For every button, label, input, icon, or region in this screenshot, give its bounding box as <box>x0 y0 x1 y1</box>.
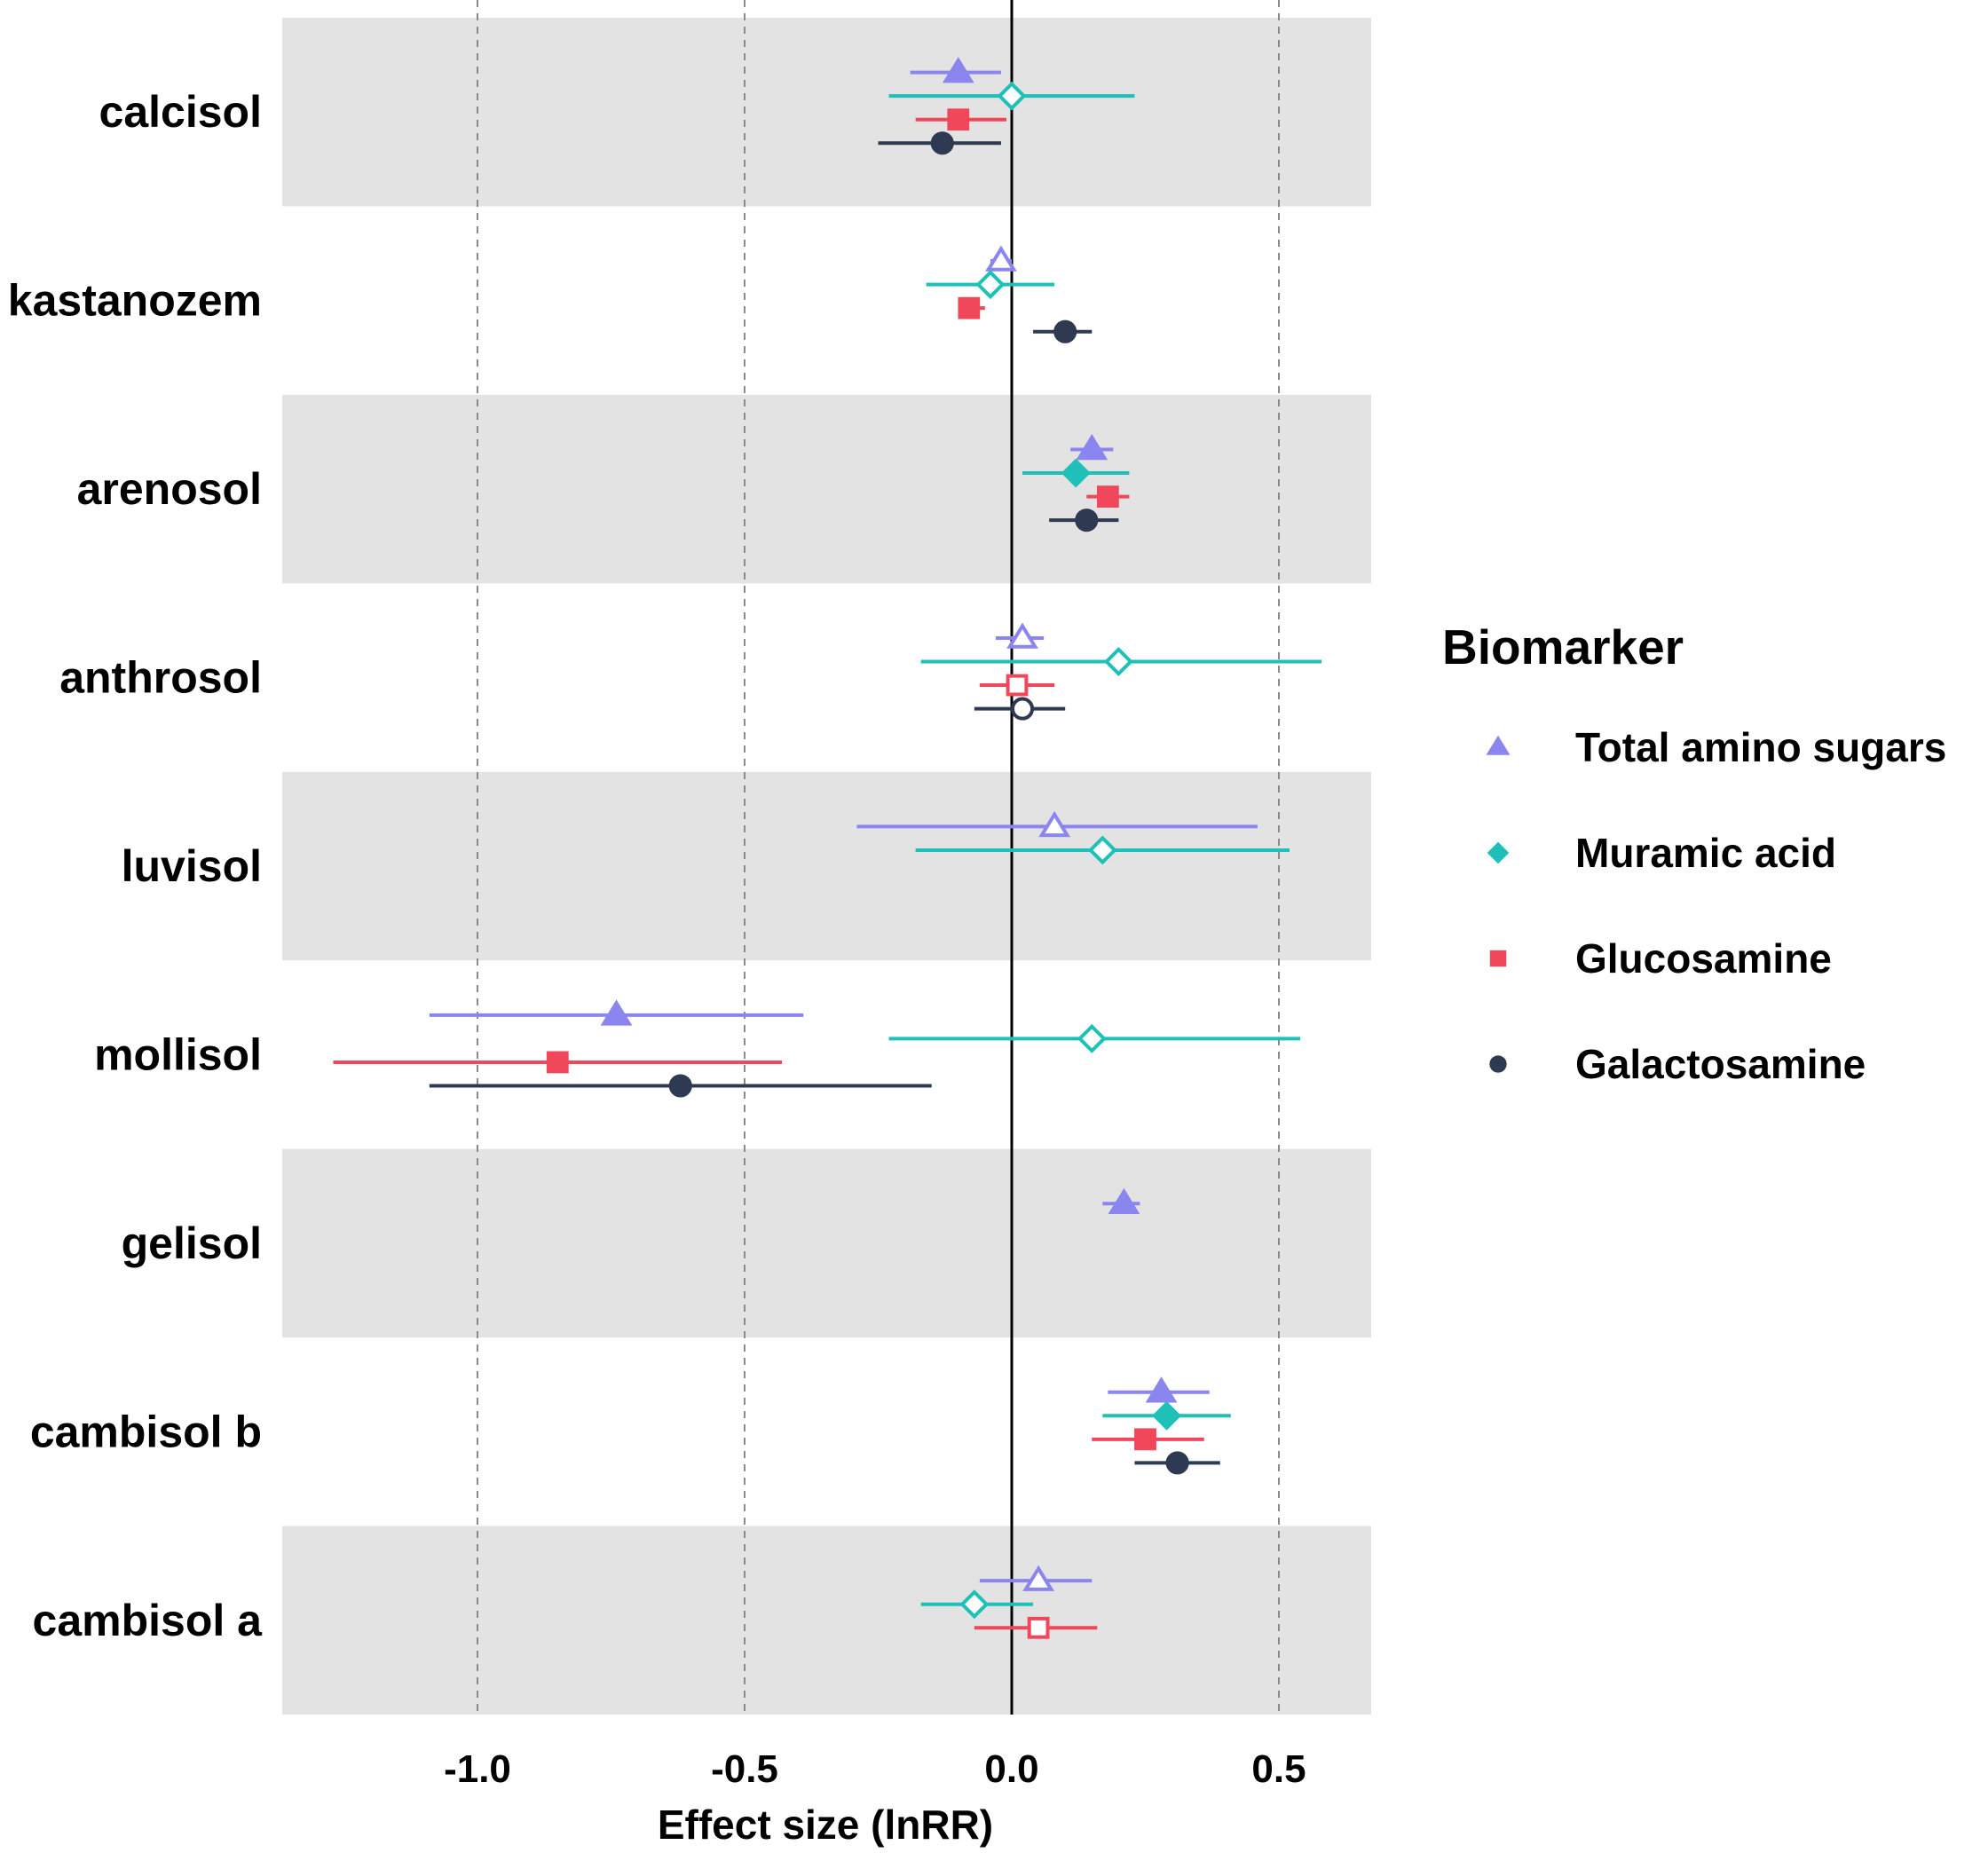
y-label-mollisol: mollisol <box>94 1029 262 1079</box>
point-luvisol-total-amino-sugars <box>1038 810 1071 838</box>
point-anthrosol-glucosamine <box>1006 674 1029 697</box>
legend-label-galactosamine: Galactosamine <box>1575 1041 1866 1087</box>
y-label-kastanozem: kastanozem <box>8 276 262 326</box>
band-cambisol-a <box>282 1526 1371 1715</box>
point-calcisol-muramic-acid <box>997 81 1027 111</box>
legend-label-total-amino-sugars: Total amino sugars <box>1575 724 1946 770</box>
point-mollisol-glucosamine <box>546 1051 569 1074</box>
category-bands <box>282 18 1371 1715</box>
y-label-arenosol: arenosol <box>77 464 262 514</box>
band-gelisol <box>282 1148 1371 1338</box>
point-arenosol-total-amino-sugars <box>1076 434 1108 461</box>
y-label-luvisol: luvisol <box>122 841 262 891</box>
point-arenosol-muramic-acid <box>1061 458 1091 488</box>
point-cambisol-b-glucosamine <box>1134 1428 1156 1451</box>
point-arenosol-galactosamine <box>1075 509 1099 532</box>
point-anthrosol-galactosamine <box>1010 697 1035 721</box>
point-kastanozem-glucosamine <box>958 296 981 319</box>
band-calcisol <box>282 18 1371 207</box>
point-cambisol-a-glucosamine <box>1027 1616 1050 1639</box>
legend-key-muramic-acid <box>1487 841 1510 864</box>
legend-key-galactosamine <box>1489 1055 1507 1073</box>
point-cambisol-b-galactosamine <box>1165 1451 1189 1475</box>
x-axis-label: Effect size (lnRR) <box>658 1802 993 1848</box>
point-cambisol-b-total-amino-sugars <box>1145 1376 1178 1403</box>
x-tick-label: 0.0 <box>984 1747 1038 1791</box>
point-cambisol-b-muramic-acid <box>1152 1400 1182 1431</box>
y-label-anthrosol: anthrosol <box>59 653 262 703</box>
x-tick-label: 0.5 <box>1251 1747 1306 1791</box>
y-label-cambisol-a: cambisol a <box>33 1596 264 1645</box>
point-calcisol-galactosamine <box>930 131 954 155</box>
band-arenosol <box>282 394 1371 584</box>
point-kastanozem-total-amino-sugars <box>985 245 1017 272</box>
point-kastanozem-muramic-acid <box>975 270 1006 300</box>
point-cambisol-a-muramic-acid <box>959 1589 990 1620</box>
point-cambisol-a-total-amino-sugars <box>1022 1565 1054 1591</box>
x-axis-ticks: -1.0 -0.5 0.0 0.5 <box>444 1747 1306 1791</box>
legend-title: Biomarker <box>1442 619 1684 674</box>
legend: Biomarker Total amino sugars Muramic acid… <box>1442 619 1946 1087</box>
point-mollisol-total-amino-sugars <box>600 999 633 1026</box>
point-luvisol-muramic-acid <box>1087 835 1117 865</box>
y-label-gelisol: gelisol <box>122 1218 262 1268</box>
y-label-calcisol: calcisol <box>99 87 262 137</box>
band-luvisol <box>282 771 1371 961</box>
point-anthrosol-total-amino-sugars <box>1006 622 1038 649</box>
point-arenosol-glucosamine <box>1096 485 1119 509</box>
x-tick-label: -0.5 <box>711 1747 778 1791</box>
point-estimates <box>546 57 1189 1639</box>
point-gelisol-total-amino-sugars <box>1108 1187 1140 1215</box>
point-anthrosol-muramic-acid <box>1103 647 1133 676</box>
point-calcisol-glucosamine <box>947 108 970 131</box>
legend-key-glucosamine <box>1489 950 1507 967</box>
x-tick-label: -1.0 <box>444 1747 511 1791</box>
point-mollisol-muramic-acid <box>1077 1023 1107 1053</box>
point-mollisol-galactosamine <box>668 1074 692 1098</box>
x-gridlines <box>477 0 1280 1715</box>
point-calcisol-total-amino-sugars <box>942 57 974 83</box>
y-label-cambisol-b: cambisol b <box>30 1407 262 1456</box>
point-kastanozem-galactosamine <box>1053 319 1077 343</box>
legend-key-total-amino-sugars <box>1486 735 1511 755</box>
y-axis-labels: calcisol kastanozem arenosol anthrosol luvis… <box>8 87 263 1645</box>
legend-label-muramic-acid: Muramic acid <box>1575 830 1836 876</box>
legend-label-glucosamine: Glucosamine <box>1575 935 1832 982</box>
